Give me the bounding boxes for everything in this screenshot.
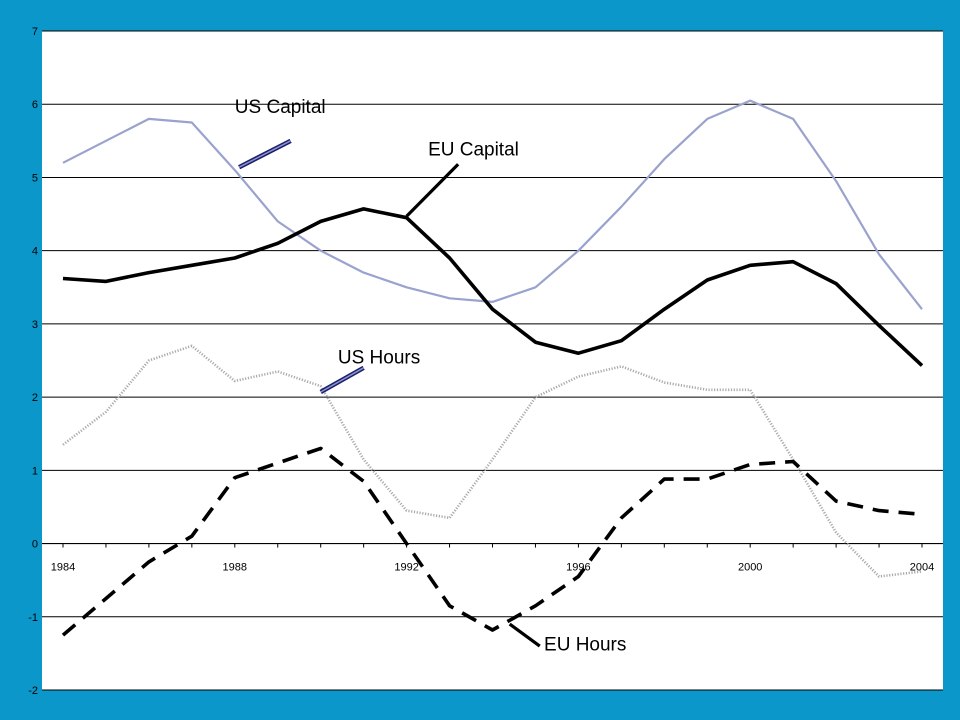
x-tick-label: 2004 [910, 562, 934, 574]
y-tick-label: 3 [32, 319, 38, 331]
series-line-1 [62, 207, 924, 367]
annotation-label: EU Hours [544, 634, 626, 655]
x-tick-label: 1992 [394, 562, 418, 574]
y-tick-label: 1 [32, 465, 38, 477]
y-tick-label: 0 [32, 539, 38, 551]
leader-line [405, 163, 460, 218]
x-tick-label: 1996 [566, 562, 590, 574]
y-tick-label: 5 [32, 172, 38, 184]
leader-line-highlight [320, 367, 365, 393]
annotation-label: US Hours [338, 347, 420, 368]
x-tick-label: 2000 [738, 562, 762, 574]
y-tick-label: -2 [28, 685, 38, 697]
leader-line [508, 622, 541, 648]
plot-area [42, 31, 943, 690]
y-tick-label: 2 [32, 392, 38, 404]
x-tick-label: 1984 [51, 562, 75, 574]
y-tick-label: 4 [32, 246, 38, 258]
leader-line-highlight [238, 140, 291, 168]
series-line-2 [62, 344, 923, 578]
x-tick-label: 1988 [223, 562, 247, 574]
annotation-label: US Capital [235, 97, 326, 118]
y-tick-label: 6 [32, 99, 38, 111]
y-tick-label: 7 [32, 26, 38, 38]
annotation-label: EU Capital [428, 139, 519, 160]
y-tick-label: -1 [28, 612, 38, 624]
annotations: US Capital EU Capital US Hours EU Hours [235, 97, 627, 655]
series-line-3 [61, 446, 923, 637]
series-lines [61, 99, 924, 637]
series-line-0 [62, 99, 923, 310]
grid-lines [42, 30, 943, 691]
